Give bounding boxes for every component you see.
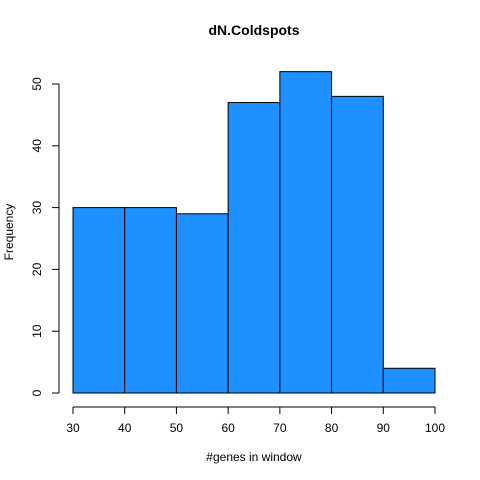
histogram-bar [227, 102, 281, 394]
y-tick-label: 50 [30, 77, 44, 91]
histogram-bar [382, 367, 436, 394]
x-axis: 30 40 50 60 70 80 90 100 [66, 406, 445, 435]
x-tick-label: 30 [66, 421, 80, 435]
x-tick-label: 40 [118, 421, 132, 435]
histogram-bar [124, 207, 177, 394]
y-tick-label: 0 [30, 389, 44, 396]
x-tick-label: 80 [325, 421, 339, 435]
x-axis-title: #genes in window [206, 450, 302, 464]
histogram-bar [279, 71, 333, 394]
x-tick-label: 50 [170, 421, 184, 435]
histogram-bar [175, 213, 229, 394]
chart-title: dN.Coldspots [209, 22, 300, 38]
histogram-bar [72, 207, 126, 394]
x-tick-label: 90 [377, 421, 391, 435]
y-axis-title: Frequency [2, 204, 16, 261]
x-tick-label: 60 [221, 421, 235, 435]
y-tick-label: 10 [30, 324, 44, 338]
x-tick-label: 70 [273, 421, 287, 435]
bars-group [72, 71, 436, 394]
y-tick-label: 40 [30, 139, 44, 153]
y-tick-label: 30 [30, 201, 44, 215]
x-tick-label: 100 [425, 421, 445, 435]
y-tick-label: 20 [30, 262, 44, 276]
histogram-bar [331, 95, 384, 394]
y-axis: 0 10 20 30 40 50 [30, 77, 60, 396]
